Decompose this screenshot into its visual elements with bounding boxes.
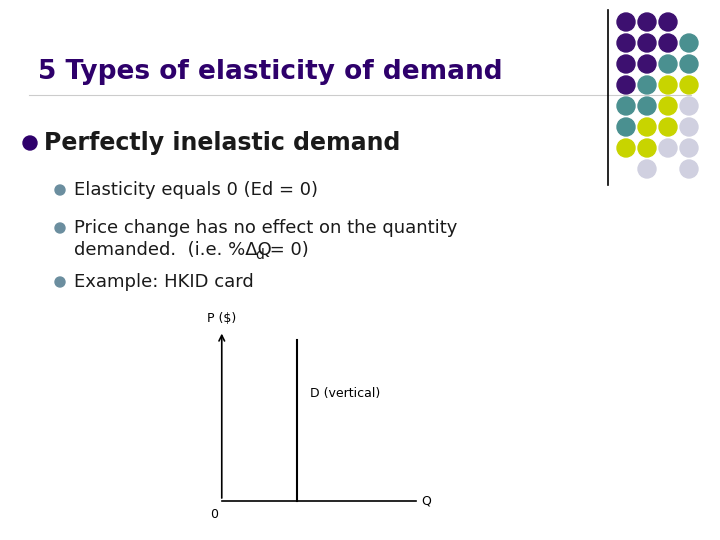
Circle shape xyxy=(617,139,635,157)
Circle shape xyxy=(659,76,677,94)
Circle shape xyxy=(680,160,698,178)
Circle shape xyxy=(23,136,37,150)
Circle shape xyxy=(638,139,656,157)
Circle shape xyxy=(659,118,677,136)
Text: P ($): P ($) xyxy=(207,312,236,325)
Circle shape xyxy=(617,76,635,94)
Circle shape xyxy=(617,55,635,73)
Text: Q: Q xyxy=(420,494,431,508)
Text: = 0): = 0) xyxy=(264,241,309,259)
Circle shape xyxy=(659,55,677,73)
Circle shape xyxy=(680,139,698,157)
Text: d: d xyxy=(255,248,264,262)
Circle shape xyxy=(680,34,698,52)
Circle shape xyxy=(55,223,65,233)
Circle shape xyxy=(638,160,656,178)
Text: Price change has no effect on the quantity: Price change has no effect on the quanti… xyxy=(74,219,457,237)
Circle shape xyxy=(55,277,65,287)
Text: Example: HKID card: Example: HKID card xyxy=(74,273,253,291)
Circle shape xyxy=(659,34,677,52)
Circle shape xyxy=(638,118,656,136)
Circle shape xyxy=(680,76,698,94)
Text: demanded.  (i.e. %ΔQ: demanded. (i.e. %ΔQ xyxy=(74,241,271,259)
Circle shape xyxy=(659,139,677,157)
Text: Perfectly inelastic demand: Perfectly inelastic demand xyxy=(44,131,400,155)
Circle shape xyxy=(617,97,635,115)
Circle shape xyxy=(617,34,635,52)
Circle shape xyxy=(638,55,656,73)
Circle shape xyxy=(617,118,635,136)
Circle shape xyxy=(638,13,656,31)
Circle shape xyxy=(659,97,677,115)
Circle shape xyxy=(638,76,656,94)
Text: 0: 0 xyxy=(210,509,218,522)
Text: D (vertical): D (vertical) xyxy=(310,387,380,400)
Text: 5 Types of elasticity of demand: 5 Types of elasticity of demand xyxy=(38,59,503,85)
Text: Elasticity equals 0 (Ed = 0): Elasticity equals 0 (Ed = 0) xyxy=(74,181,318,199)
Circle shape xyxy=(680,118,698,136)
Circle shape xyxy=(659,13,677,31)
Circle shape xyxy=(638,97,656,115)
Circle shape xyxy=(680,55,698,73)
Circle shape xyxy=(638,34,656,52)
Circle shape xyxy=(680,97,698,115)
Circle shape xyxy=(55,185,65,195)
Circle shape xyxy=(617,13,635,31)
